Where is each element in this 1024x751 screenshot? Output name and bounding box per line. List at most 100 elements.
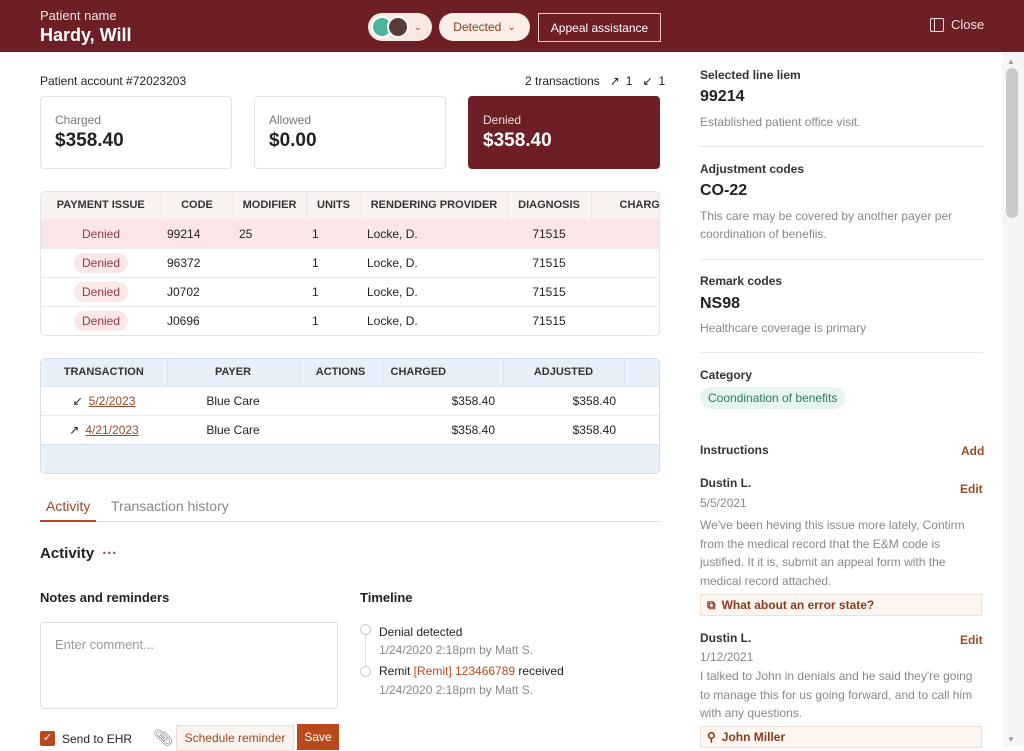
category-badge: Coondination of benefits xyxy=(700,387,846,409)
column-header[interactable]: DIAGNOSIS xyxy=(507,192,592,219)
scroll-down-icon[interactable]: ▼ xyxy=(1007,735,1015,744)
tab-activity[interactable]: Activity xyxy=(40,498,97,522)
timeline-event: Denial detected xyxy=(379,625,462,639)
charged-cell: $358.40 xyxy=(382,414,503,444)
card-value: $358.40 xyxy=(55,130,124,151)
callout-text: What about an error state? xyxy=(721,598,875,612)
charges-cell xyxy=(591,305,659,335)
column-header[interactable]: MODIFIER xyxy=(233,192,307,219)
chevron-down-icon: ⌄ xyxy=(507,21,516,33)
remit-link[interactable]: [Remit] 123466789 xyxy=(413,664,516,678)
allowed-card: Allowed $0.00 xyxy=(254,96,446,169)
contact-callout[interactable]: ⚲ John Miller xyxy=(700,726,982,748)
instruction-callout[interactable]: ⧉ What about an error state? xyxy=(700,594,982,616)
column-header[interactable]: TRANSACTION xyxy=(41,359,168,386)
diagnosis-cell: 71515 xyxy=(507,247,591,277)
table-row[interactable]: Denied J0702 1 Locke, D. 71515 xyxy=(41,276,659,306)
card-value: $0.00 xyxy=(269,130,317,151)
category-label: Category xyxy=(700,368,753,382)
assignee-selector[interactable]: ⌄ xyxy=(368,13,432,41)
scrollbar-track[interactable] xyxy=(1002,52,1024,747)
transactions-table: TRANSACTION PAYER ACTIONS CHARGED ADJUSTED ↙… xyxy=(40,358,660,474)
edit-button[interactable]: Edit xyxy=(960,482,983,496)
scrollbar-thumb[interactable] xyxy=(1006,68,1018,218)
selected-desc: Established patient office visit. xyxy=(700,115,861,129)
timeline-dot xyxy=(360,624,371,635)
comment-input[interactable]: Enter comment... xyxy=(40,622,338,709)
header: Patient name Hardy, Will ⌄ Detected ⌄ App… xyxy=(0,0,1024,52)
status-badge: Denied xyxy=(73,252,129,273)
transaction-summary: 2 transactions ↗ 1 ↙ 1 xyxy=(525,74,665,88)
column-header[interactable]: UNITS xyxy=(306,192,362,219)
card-label: Denied xyxy=(483,113,522,127)
table-row[interactable]: Denied 99214 25 1 Locke, D. 71515 xyxy=(41,218,659,248)
appeal-assistance-button[interactable]: Appeal assistance xyxy=(538,13,661,42)
column-header[interactable]: CHARGED xyxy=(382,359,504,386)
schedule-reminder-button[interactable]: Schedule reminder xyxy=(176,725,294,751)
person-icon: ⚲ xyxy=(707,730,716,744)
incoming-arrow-icon: ↙ xyxy=(642,74,653,88)
charges-cell xyxy=(591,247,659,277)
actions-cell xyxy=(299,414,382,444)
account-number: Patient account #72023203 xyxy=(40,74,187,88)
table-row[interactable]: ↗ 4/21/2023 Blue Care $358.40 $358.40 xyxy=(41,414,659,444)
table-row[interactable]: Denied 96372 1 Locke, D. 71515 xyxy=(41,247,659,277)
actions-cell xyxy=(299,385,382,415)
event-text: Denial detected xyxy=(379,625,463,639)
save-button[interactable]: Save xyxy=(297,724,339,750)
adjustment-desc: This care may be covered by another paye… xyxy=(700,209,953,241)
transaction-date-link[interactable]: 5/2/2023 xyxy=(88,393,136,408)
activity-title: Activity xyxy=(40,545,95,562)
instruction-text: I talked to John in denials and he said … xyxy=(700,669,973,721)
selected-code: 99214 xyxy=(700,88,745,105)
modifier-cell xyxy=(233,305,306,335)
units-cell: 1 xyxy=(306,276,361,306)
outgoing-arrow-icon: ↗ xyxy=(609,74,620,88)
edit-button[interactable]: Edit xyxy=(960,633,983,647)
code-cell: J0696 xyxy=(161,305,233,335)
incoming-count: 1 xyxy=(658,74,666,88)
denied-card: Denied $358.40 xyxy=(468,96,660,169)
column-header[interactable]: ACTIONS xyxy=(299,359,383,386)
column-header[interactable]: PAYER xyxy=(167,359,300,386)
close-button[interactable]: Close xyxy=(930,17,984,32)
timeline-event: Remit [Remit] 123466789 received xyxy=(379,664,564,678)
column-header xyxy=(624,359,659,386)
remark-label: Remark codes xyxy=(700,274,783,288)
table-row[interactable]: ↙ 5/2/2023 Blue Care $358.40 $358.40 xyxy=(41,385,659,415)
send-to-ehr-checkbox[interactable]: ✓ xyxy=(40,731,55,746)
charged-card: Charged $358.40 xyxy=(40,96,232,169)
more-icon[interactable]: ··· xyxy=(102,545,118,562)
scroll-up-icon[interactable]: ▲ xyxy=(1007,57,1015,66)
outgoing-count: 1 xyxy=(625,74,633,88)
attachment-icon[interactable]: 📎︎ xyxy=(153,730,174,747)
card-value: $358.40 xyxy=(483,130,552,151)
table-row[interactable]: Denied J0696 1 Locke, D. 71515 xyxy=(41,305,659,335)
add-instruction-button[interactable]: Add xyxy=(961,444,985,458)
provider-cell: Locke, D. xyxy=(361,218,507,248)
avatar xyxy=(387,16,409,38)
column-header[interactable]: ADJUSTED xyxy=(503,359,625,386)
charges-cell xyxy=(591,218,659,248)
panel-icon xyxy=(930,17,944,32)
instructions-label: Instructions xyxy=(700,443,769,457)
diagnosis-cell: 71515 xyxy=(507,218,591,248)
charges-cell xyxy=(591,276,659,306)
tab-transaction-history[interactable]: Transaction history xyxy=(111,498,229,514)
column-header[interactable]: PAYMENT ISSUE xyxy=(41,192,162,219)
adjustment-code: CO-22 xyxy=(700,182,748,199)
code-cell: J0702 xyxy=(161,276,233,306)
card-label: Charged xyxy=(55,113,102,127)
transaction-date-link[interactable]: 4/21/2023 xyxy=(85,422,139,437)
status-dropdown[interactable]: Detected ⌄ xyxy=(439,13,530,41)
table-footer xyxy=(41,444,659,473)
column-header[interactable]: CODE xyxy=(161,192,234,219)
units-cell: 1 xyxy=(306,305,361,335)
divider xyxy=(700,352,983,353)
instruction-text: We've been heving this issue more lately… xyxy=(700,518,965,588)
outgoing-arrow-icon: ↗ xyxy=(69,422,80,437)
divider xyxy=(700,259,983,260)
payer-cell: Blue Care xyxy=(167,385,299,415)
column-header[interactable]: CHARGES xyxy=(591,192,659,219)
column-header[interactable]: RENDERING PROVIDER xyxy=(361,192,508,219)
